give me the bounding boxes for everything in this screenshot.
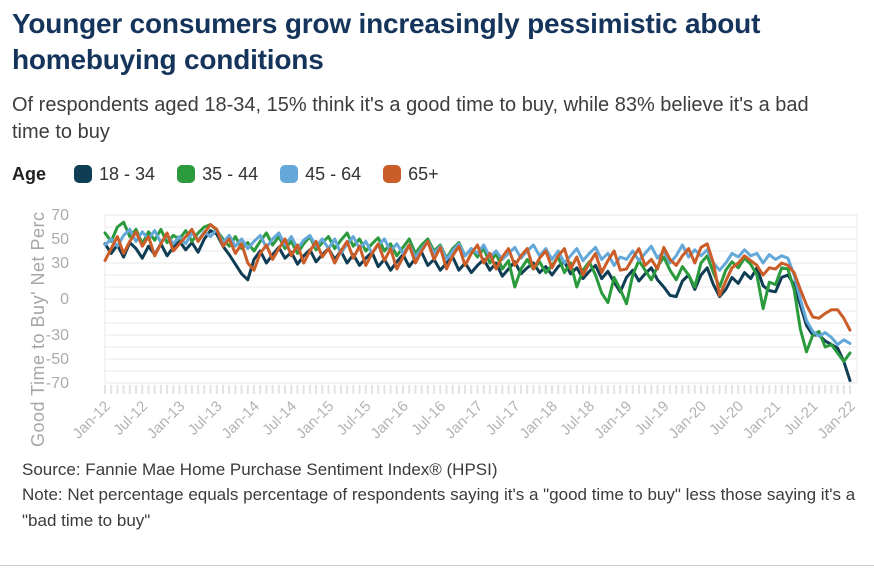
source-text: Source: Fannie Mae Home Purchase Sentime… [22,459,498,479]
x-tick-label: Jan-13 [144,397,188,441]
y-tick-label: 50 [51,231,69,248]
chart-footer: Source: Fannie Mae Home Purchase Sentime… [22,457,866,534]
y-tick-label: -30 [46,327,69,344]
x-tick-label: Jan-19 [591,397,635,441]
note-text: Note: Net percentage equals percentage o… [22,485,856,530]
legend-item-45-64[interactable]: 45 - 64 [280,164,361,185]
legend-title: Age [12,163,47,184]
legend-item-label: 65+ [408,163,439,184]
series-line-45-64[interactable] [103,227,852,346]
legend-item-65plus[interactable]: 65+ [383,164,439,185]
series-line-35-44[interactable] [103,220,852,363]
x-tick-label: Jan-18 [516,397,560,441]
x-tick-label: Jan-14 [218,397,262,441]
legend-swatch-icon [177,165,196,184]
legend-item-18-34[interactable]: 18 - 34 [74,164,155,185]
page-title: Younger consumers grow increasingly pess… [12,8,761,75]
page: Younger consumers grow increasingly pess… [12,8,866,534]
y-tick-label: 0 [60,291,69,308]
x-tick-label: Jan-17 [442,397,486,441]
x-tick-label: Jan-16 [367,397,411,441]
legend-item-35-44[interactable]: 35 - 44 [177,164,258,185]
series-line-65+[interactable] [103,222,852,332]
y-tick-label: -50 [46,351,69,368]
line-chart: 7050300-30-50-70Jan-12Jul-12Jan-13Jul-13… [28,207,859,447]
legend-swatch-icon [74,165,93,184]
legend: Age 18 - 34 35 - 44 45 - 64 65+ [12,164,866,185]
x-tick-label: Jan-20 [665,397,709,441]
bottom-divider [0,565,874,566]
x-tick-label: Jan-22 [814,397,858,441]
y-axis-title: Good Time to Buy' Net Perc [28,211,48,447]
y-tick-label: 70 [51,207,69,224]
page-subtitle: Of respondents aged 18-34, 15% think it'… [12,93,809,143]
legend-swatch-icon [383,165,402,184]
x-tick-label: Jan-15 [293,397,337,441]
x-tick-label: Jan-12 [69,397,113,441]
y-tick-label: -70 [46,375,69,392]
series-line-18-34[interactable] [103,228,852,382]
y-tick-label: 30 [51,255,69,272]
legend-swatch-icon [280,165,299,184]
legend-item-label: 35 - 44 [202,163,259,184]
x-tick-label: Jan-21 [740,397,784,441]
legend-item-label: 45 - 64 [305,163,362,184]
legend-item-label: 18 - 34 [99,163,156,184]
